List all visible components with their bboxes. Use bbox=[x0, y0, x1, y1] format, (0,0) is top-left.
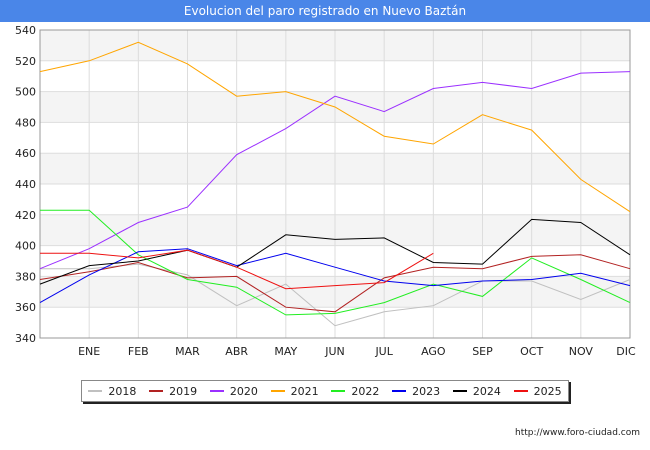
y-tick-label: 340 bbox=[15, 332, 36, 345]
legend-swatch bbox=[149, 390, 164, 392]
y-tick-label: 480 bbox=[15, 116, 36, 129]
legend-item-2024: 2024 bbox=[452, 384, 501, 398]
legend-label: 2018 bbox=[108, 384, 137, 398]
legend-label: 2025 bbox=[533, 384, 562, 398]
y-tick-label: 440 bbox=[15, 178, 36, 191]
legend-swatch bbox=[209, 390, 224, 392]
legend-label: 2020 bbox=[229, 384, 258, 398]
plot-area bbox=[39, 29, 631, 339]
chart-title: Evolucion del paro registrado en Nuevo B… bbox=[0, 0, 650, 22]
legend-swatch bbox=[452, 390, 467, 392]
x-tick-label: ABR bbox=[225, 345, 248, 358]
x-tick-label: AGO bbox=[421, 345, 446, 358]
legend-item-2022: 2022 bbox=[331, 385, 379, 398]
series-line-2020 bbox=[39, 71, 631, 270]
y-tick-label: 380 bbox=[15, 270, 36, 283]
x-tick-label: OCT bbox=[520, 345, 543, 358]
legend-swatch bbox=[331, 390, 346, 392]
y-tick-label: 460 bbox=[15, 147, 36, 160]
source-url[interactable]: http://www.foro-ciudad.com bbox=[515, 428, 640, 438]
series-line-2019 bbox=[39, 254, 631, 313]
x-tick-label: JUL bbox=[374, 345, 393, 358]
series-line-2021 bbox=[39, 41, 631, 213]
legend-label: 2023 bbox=[412, 384, 441, 398]
y-tick-label: 520 bbox=[15, 55, 36, 68]
legend-label: 2019 bbox=[169, 384, 198, 398]
series-line-2022 bbox=[40, 209, 631, 316]
series-line-2024 bbox=[39, 218, 631, 285]
series-line-2023 bbox=[39, 248, 631, 304]
x-tick-label: FEB bbox=[128, 345, 149, 358]
y-tick-label: 500 bbox=[15, 86, 36, 99]
legend-label: 2024 bbox=[472, 384, 501, 398]
legend-item-2020: 2020 bbox=[209, 384, 258, 398]
y-tick-label: 540 bbox=[15, 24, 36, 37]
legend-swatch bbox=[513, 390, 528, 392]
legend-swatch bbox=[270, 390, 285, 392]
y-tick-label: 360 bbox=[15, 301, 36, 314]
legend-label: 2021 bbox=[290, 384, 319, 398]
x-tick-label: ENE bbox=[78, 345, 100, 358]
x-tick-label: MAY bbox=[274, 345, 297, 358]
legend-item-2023: 2023 bbox=[392, 385, 440, 398]
x-tick-label: DIC bbox=[616, 345, 636, 358]
x-tick-label: NOV bbox=[569, 345, 594, 358]
series-line-2025 bbox=[40, 249, 434, 290]
legend-swatch bbox=[88, 390, 103, 392]
legend-label: 2022 bbox=[351, 384, 380, 398]
chart-legend: 2018 2019 2020 2021 2022 2023 2024 2025 bbox=[81, 380, 569, 402]
legend-swatch bbox=[392, 390, 407, 392]
legend-item-2019: 2019 bbox=[149, 385, 197, 398]
y-tick-label: 420 bbox=[15, 209, 36, 222]
x-tick-label: SEP bbox=[472, 345, 493, 358]
x-tick-label: JUN bbox=[324, 345, 345, 358]
legend-item-2025: 2025 bbox=[513, 384, 562, 398]
legend-item-2021: 2021 bbox=[270, 384, 319, 398]
legend-item-2018: 2018 bbox=[88, 385, 136, 398]
y-tick-label: 400 bbox=[15, 240, 36, 253]
series-line-2018 bbox=[40, 263, 631, 327]
x-tick-label: MAR bbox=[175, 345, 200, 358]
